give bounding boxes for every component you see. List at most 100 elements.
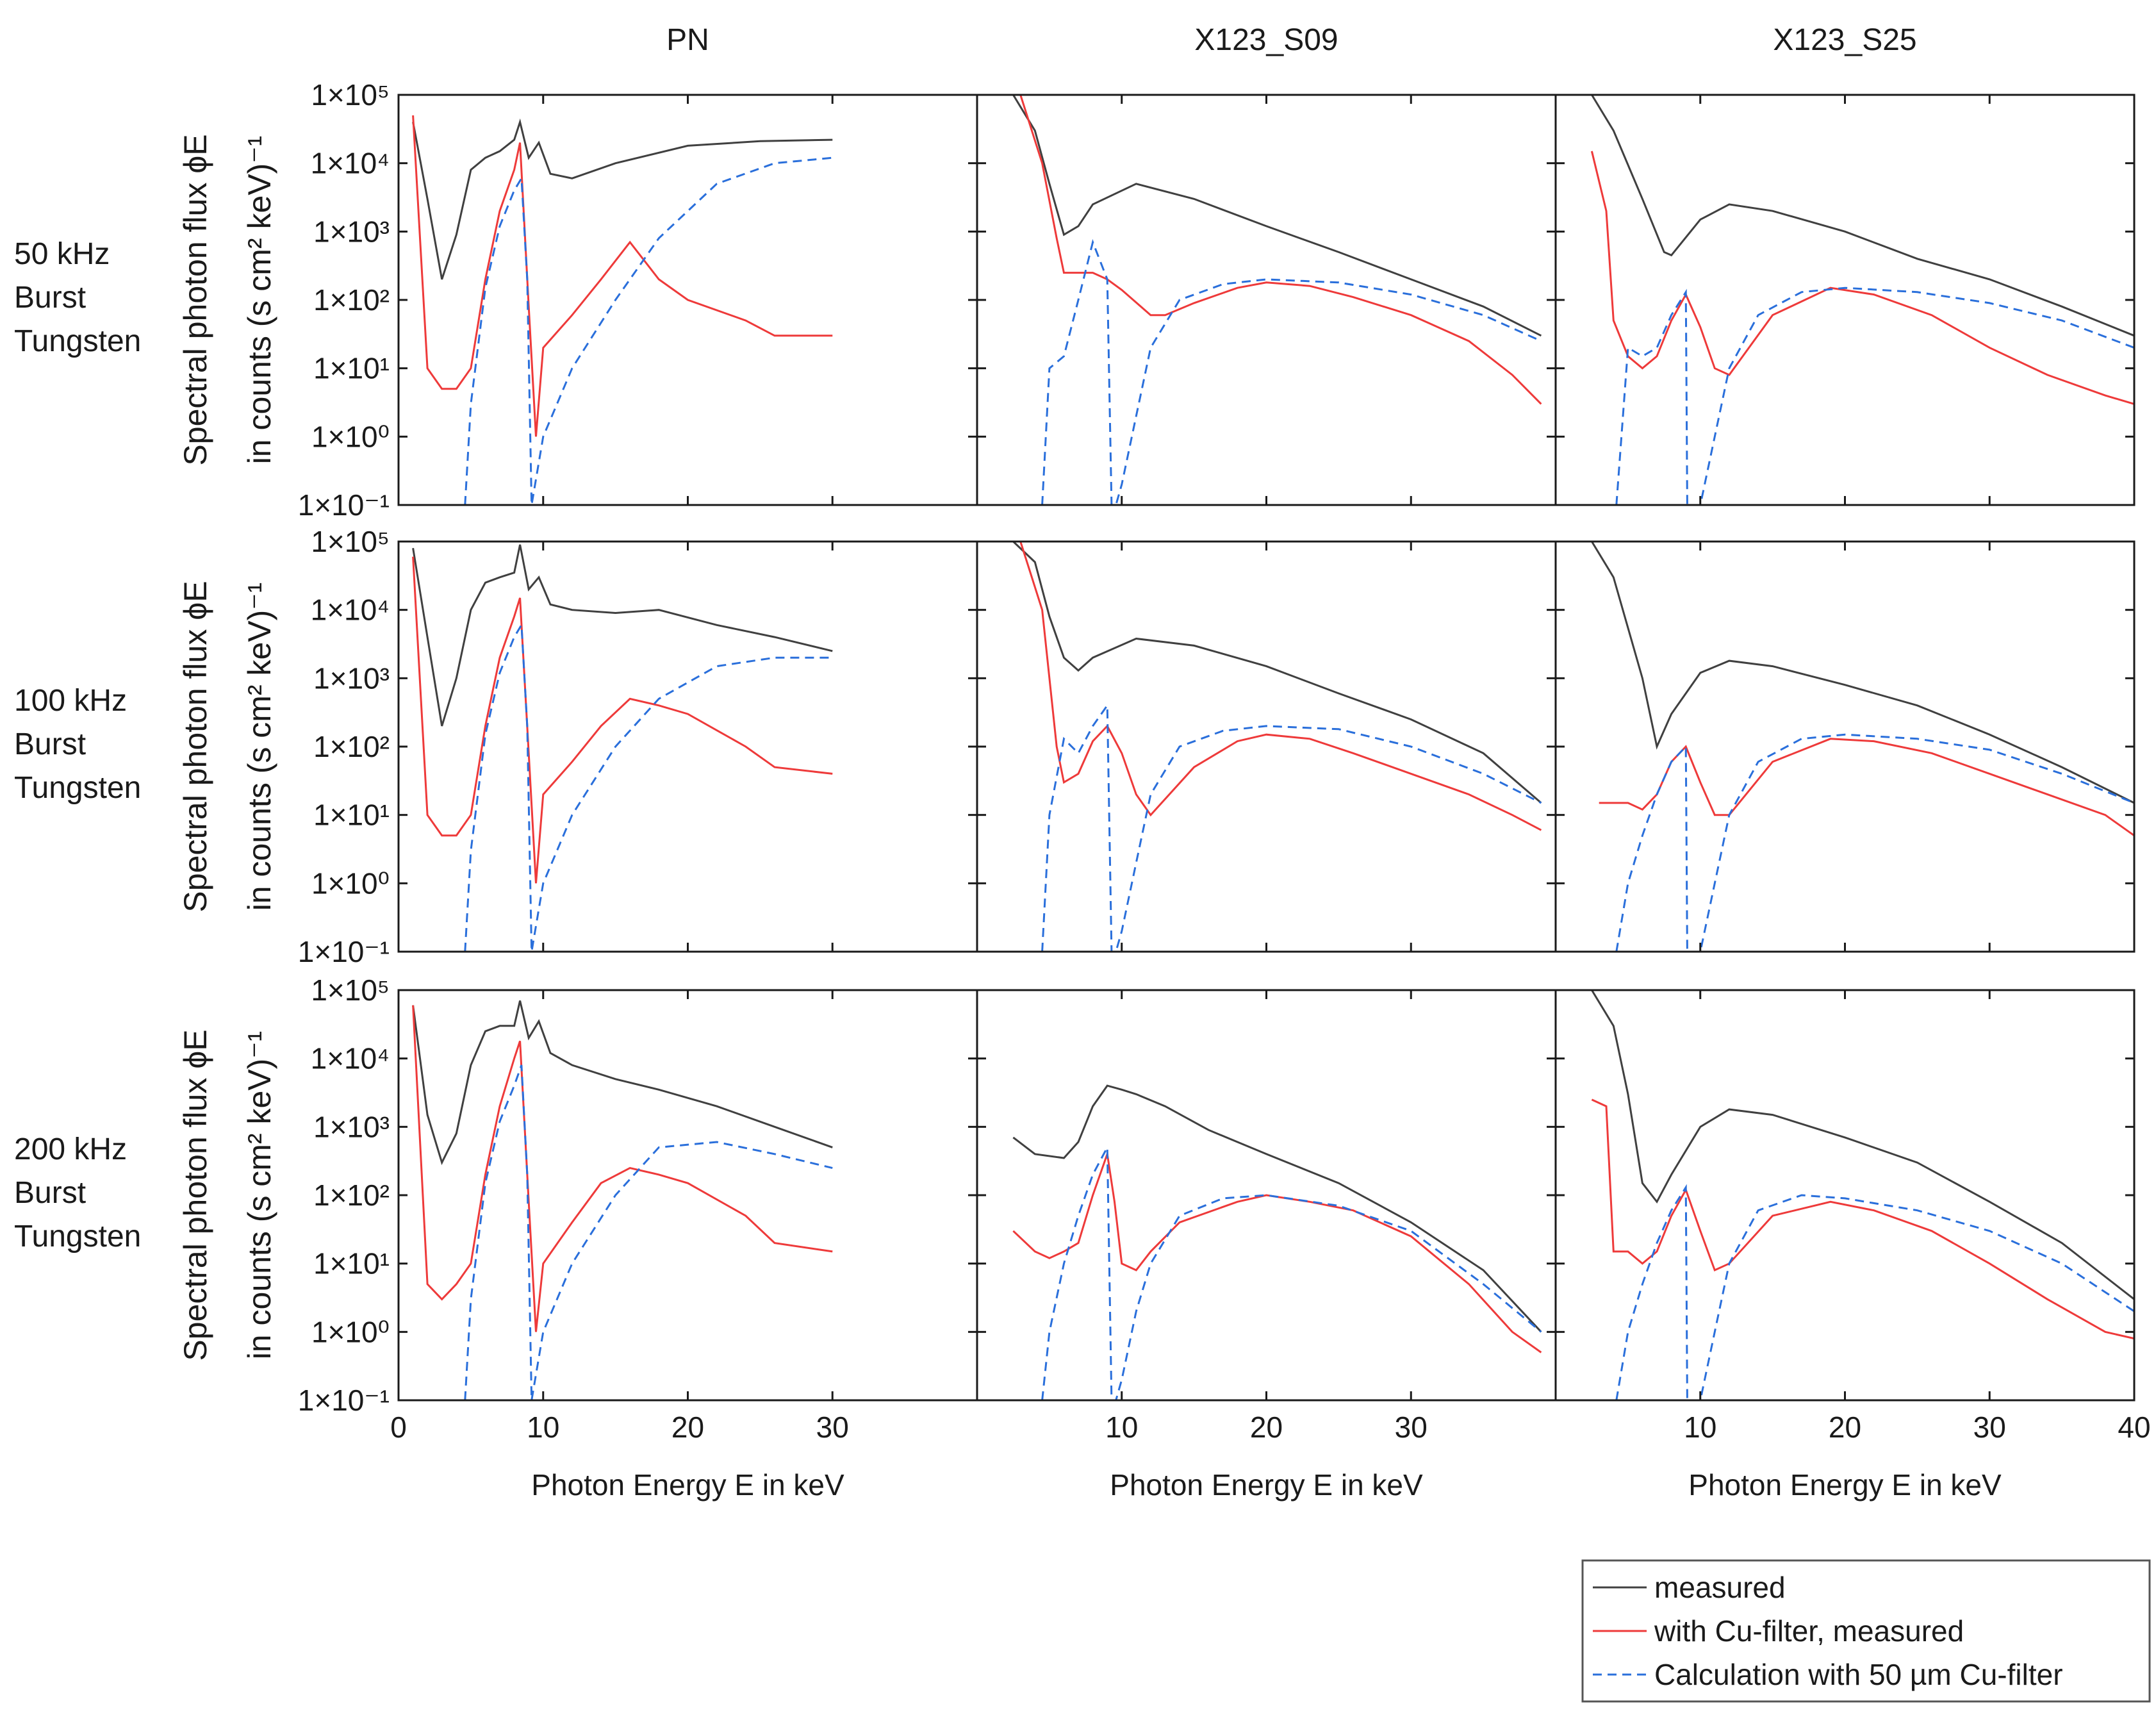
y-tick-label: 1×10² bbox=[313, 730, 390, 763]
row-label: Burst bbox=[14, 1176, 86, 1210]
calculation-line bbox=[464, 156, 833, 505]
y-axis-label-line1: Spectral photon flux ϕE bbox=[177, 134, 213, 465]
panel-grid: PN X123_S09 X123_S25 50 kHz Burst Tungsten Spe… bbox=[14, 23, 2151, 1502]
y-axis-label-line1: Spectral photon flux ϕE bbox=[177, 1029, 213, 1361]
measured-line bbox=[1012, 542, 1542, 804]
y-tick-label: 1×10⁵ bbox=[311, 78, 390, 112]
y-tick-label: 1×10⁻¹ bbox=[298, 1384, 390, 1417]
calculation-line bbox=[1041, 238, 1542, 505]
y-axis-label: Spectral photon flux ϕE in counts (s cm² … bbox=[177, 1029, 277, 1361]
measured-line bbox=[412, 1000, 833, 1166]
y-tick-label: 1×10⁻¹ bbox=[298, 488, 390, 522]
calculation-line bbox=[1615, 733, 2134, 952]
y-tick-label: 1×10² bbox=[313, 1179, 390, 1212]
cu-filter-measured-line bbox=[412, 115, 833, 437]
measured-line bbox=[1012, 95, 1542, 337]
cu-filter-measured-line bbox=[1591, 1098, 2134, 1340]
panel-frame bbox=[976, 94, 1557, 506]
panel-pn-row-3: 1×10⁵ 1×10⁴ 1×10³ 1×10² 1×10¹ 1×10⁰ 1×10⁻¹0 10 2… bbox=[298, 973, 978, 1502]
x-axis-label: Photon Energy E in keV bbox=[531, 1468, 844, 1502]
calculation-line bbox=[1615, 1184, 2134, 1400]
cu-filter-measured-line bbox=[1599, 738, 2134, 837]
panel-x123-s09-row-2 bbox=[976, 540, 1557, 953]
y-tick-label: 1×10¹ bbox=[313, 799, 390, 832]
cu-filter-measured-line bbox=[1019, 542, 1542, 831]
x-tick-label: 10 bbox=[1105, 1411, 1138, 1444]
cu-filter-measured-line bbox=[412, 556, 833, 884]
calculation-line bbox=[1041, 702, 1542, 952]
measured-line bbox=[1012, 1084, 1542, 1333]
row-label: Tungsten bbox=[14, 1220, 141, 1254]
measured-line bbox=[1591, 542, 2134, 804]
y-tick-label: 1×10³ bbox=[313, 1110, 390, 1143]
legend-box bbox=[1581, 1559, 2151, 1703]
y-tick-label: 1×10⁴ bbox=[311, 1042, 390, 1075]
legend: measured with Cu-filter, measured Calculat… bbox=[1581, 1559, 2151, 1703]
x-tick-label: 30 bbox=[816, 1411, 849, 1444]
panel-frame bbox=[1554, 989, 2135, 1402]
y-tick-label: 1×10² bbox=[313, 283, 390, 317]
x-axis-label: Photon Energy E in keV bbox=[1688, 1468, 2002, 1502]
y-axis-label-line1: Spectral photon flux ϕE bbox=[177, 581, 213, 912]
x-tick-label: 10 bbox=[1684, 1411, 1716, 1444]
row-label: Burst bbox=[14, 281, 86, 315]
x-tick-label: 20 bbox=[671, 1411, 704, 1444]
y-tick-label: 1×10⁴ bbox=[311, 593, 390, 627]
y-tick-label: 1×10¹ bbox=[313, 1247, 390, 1280]
y-tick-label: 1×10⁰ bbox=[311, 420, 390, 453]
row-label: Burst bbox=[14, 727, 86, 761]
y-axis-label-line2: in counts (s cm² keV)⁻¹ bbox=[242, 136, 277, 465]
y-tick-label: 1×10⁴ bbox=[311, 147, 390, 180]
cu-filter-measured-line bbox=[412, 1005, 833, 1332]
y-tick-label: 1×10³ bbox=[313, 661, 390, 695]
measured-line bbox=[412, 118, 833, 280]
panel-pn-row-2: 1×10⁵ 1×10⁴ 1×10³ 1×10² 1×10¹ 1×10⁰ 1×10⁻¹ bbox=[298, 525, 978, 968]
panel-x123-s09-row-3: 10 20 30 Photon Energy E in keV bbox=[976, 989, 1557, 1502]
x-axis-label: Photon Energy E in keV bbox=[1110, 1468, 1423, 1502]
panel-x123-s25-row-3: 10 20 30 40 Photon Energy E in keV bbox=[1554, 989, 2151, 1502]
panel-x123-s25-row-2 bbox=[1554, 540, 2135, 953]
cu-filter-measured-line bbox=[1019, 95, 1542, 405]
cu-filter-measured-line bbox=[1012, 1154, 1542, 1353]
y-tick-label: 1×10¹ bbox=[313, 352, 390, 385]
row-label: Tungsten bbox=[14, 324, 141, 358]
measured-line bbox=[1591, 990, 2134, 1300]
x-tick-label: 20 bbox=[1250, 1411, 1283, 1444]
panel-frame bbox=[1554, 94, 2135, 506]
row-label: 50 kHz bbox=[14, 237, 110, 271]
calculation-line bbox=[1041, 1143, 1542, 1400]
row-label: 100 kHz bbox=[14, 684, 127, 718]
panel-frame bbox=[397, 989, 978, 1402]
calculation-line bbox=[1615, 286, 2134, 505]
y-tick-label: 1×10³ bbox=[313, 215, 390, 248]
y-tick-label: 1×10⁻¹ bbox=[298, 935, 390, 968]
panel-frame bbox=[397, 540, 978, 953]
calculation-line bbox=[464, 622, 833, 952]
y-axis-label: Spectral photon flux ϕE in counts (s cm² … bbox=[177, 134, 277, 465]
column-title: X123_S25 bbox=[1773, 23, 1916, 57]
panel-x123-s09-row-1 bbox=[976, 94, 1557, 506]
y-tick-label: 1×10⁵ bbox=[311, 973, 390, 1007]
panel-pn-row-1: 1×10⁵ 1×10⁴ 1×10³ 1×10² 1×10¹ 1×10⁰ 1×10⁻¹ bbox=[298, 78, 978, 522]
x-tick-label: 10 bbox=[527, 1411, 559, 1444]
x-tick-label: 30 bbox=[1395, 1411, 1428, 1444]
column-title: PN bbox=[666, 23, 709, 57]
calculation-line bbox=[464, 1064, 833, 1400]
measured-line bbox=[412, 544, 833, 727]
measured-line bbox=[1591, 95, 2134, 337]
legend-label: with Cu-filter, measured bbox=[1654, 1614, 1964, 1648]
x-tick-label: 40 bbox=[2118, 1411, 2150, 1444]
cu-filter-measured-line bbox=[1590, 151, 2134, 405]
x-tick-label: 20 bbox=[1829, 1411, 1861, 1444]
row-label: Tungsten bbox=[14, 771, 141, 805]
y-tick-label: 1×10⁵ bbox=[311, 525, 390, 558]
legend-label: Calculation with 50 µm Cu-filter bbox=[1654, 1658, 2063, 1691]
x-tick-label: 30 bbox=[1973, 1411, 2006, 1444]
column-title: X123_S09 bbox=[1194, 23, 1338, 57]
y-axis-label-line2: in counts (s cm² keV)⁻¹ bbox=[242, 583, 277, 911]
panel-frame bbox=[1554, 540, 2135, 953]
panel-x123-s25-row-1 bbox=[1554, 94, 2135, 506]
row-label: 200 kHz bbox=[14, 1132, 127, 1166]
legend-label: measured bbox=[1654, 1571, 1786, 1604]
